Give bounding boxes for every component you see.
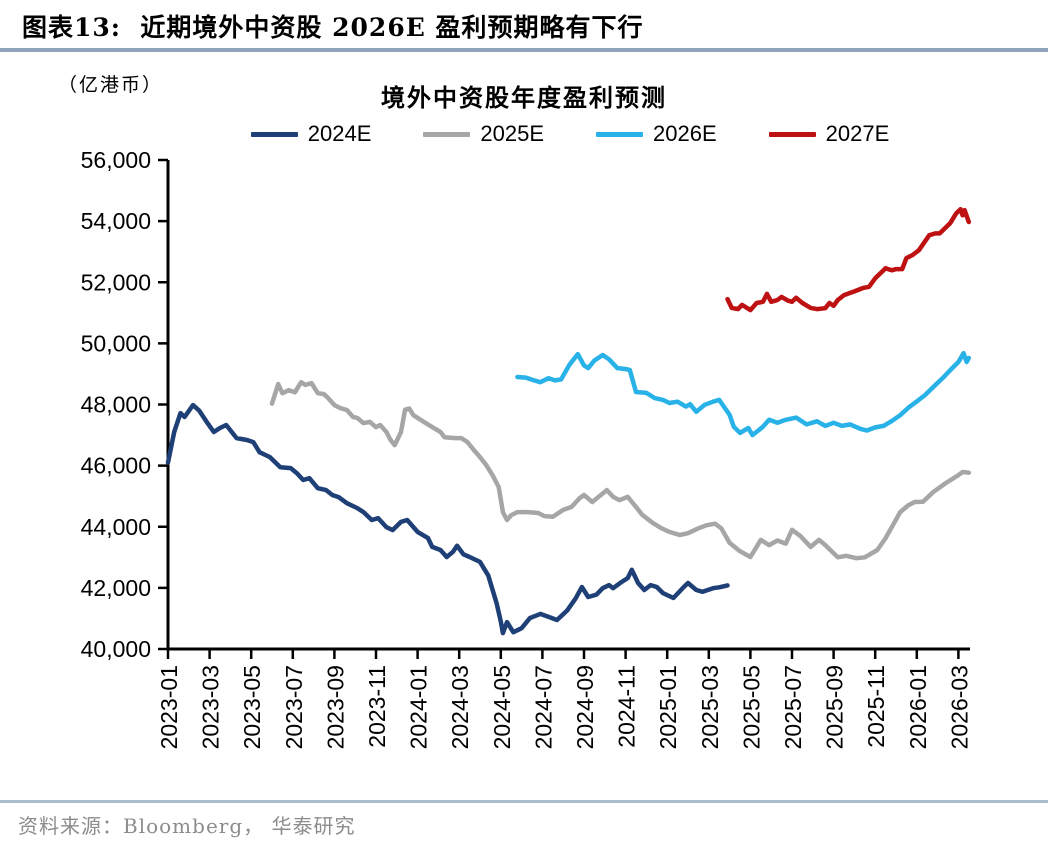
series-line-2025e <box>269 379 972 561</box>
legend-label-2024e: 2024E <box>307 121 372 146</box>
y-tick-label: 46,000 <box>81 453 151 479</box>
legend-item-2025e: 2025E <box>423 121 544 147</box>
x-tick-label: 2024-07 <box>530 665 556 749</box>
legend-item-2027e: 2027E <box>768 121 890 147</box>
x-tick-label: 2025-01 <box>655 665 681 749</box>
axes <box>166 160 970 651</box>
legend-label-2025e: 2025E <box>480 121 544 146</box>
legend-label-2026e: 2026E <box>653 121 717 146</box>
unit-label: （亿港币） <box>58 74 164 96</box>
y-tick-label: 48,000 <box>81 392 151 418</box>
y-tick-label: 40,000 <box>81 636 151 662</box>
x-tick-label: 2026-03 <box>946 665 972 749</box>
y-tick-label: 54,000 <box>81 208 151 234</box>
legend-swatch-2026e <box>596 131 643 137</box>
x-tick-label: 2025-09 <box>822 665 848 749</box>
x-tick-label: 2025-03 <box>697 665 723 749</box>
series-line-2024e <box>165 402 730 636</box>
legend-label-2027e: 2027E <box>825 121 890 146</box>
y-tick-label: 50,000 <box>81 330 151 356</box>
x-tick-label: 2025-11 <box>863 665 889 748</box>
legend-swatch-2025e <box>423 131 471 137</box>
x-tick-label: 2026-01 <box>905 665 931 749</box>
x-tick-label: 2024-01 <box>406 665 432 749</box>
series-line-2027e <box>725 206 972 313</box>
series-line-2026e <box>515 350 972 438</box>
x-tick-label: 2023-05 <box>239 665 265 749</box>
legend-item-2024e: 2024E <box>250 121 372 147</box>
x-tick-label: 2023-11 <box>364 665 390 748</box>
x-tick-label: 2025-07 <box>780 665 806 749</box>
y-tick-label: 42,000 <box>81 575 151 601</box>
legend-swatch-2024e <box>250 131 298 137</box>
source-rule <box>0 800 1048 803</box>
x-tick-label: 2024-11 <box>614 665 640 748</box>
x-tick-label: 2023-01 <box>156 665 182 749</box>
header-rule <box>0 48 1048 52</box>
x-tick-label: 2024-03 <box>447 665 473 749</box>
chart-svg: 40,000 42,000 44,000 46,000 48,000 50,000 52,0… <box>81 147 973 749</box>
chart-title: 境外中资股年度盈利预测 <box>381 83 667 112</box>
x-tick-label: 2023-09 <box>322 665 348 749</box>
legend-swatch-2027e <box>768 131 816 137</box>
x-tick-label: 2025-05 <box>738 665 764 749</box>
x-tick-label: 2024-09 <box>572 665 598 749</box>
figure-title: 图表13: 近期境外中资股 2026E 盈利预期略有下行 <box>22 13 644 42</box>
x-tick-label: 2023-07 <box>281 665 307 749</box>
y-tick-label: 52,000 <box>81 269 151 295</box>
x-tick-label: 2023-03 <box>198 665 224 749</box>
x-tick-label: 2024-05 <box>489 665 515 749</box>
source-text: 资料来源：Bloomberg， 华泰研究 <box>18 814 356 838</box>
legend: 2024E 2025E 2026E 2027E <box>140 118 1000 150</box>
legend-item-2026e: 2026E <box>596 121 717 147</box>
y-tick-label: 56,000 <box>81 147 151 173</box>
y-tick-label: 44,000 <box>81 514 151 540</box>
